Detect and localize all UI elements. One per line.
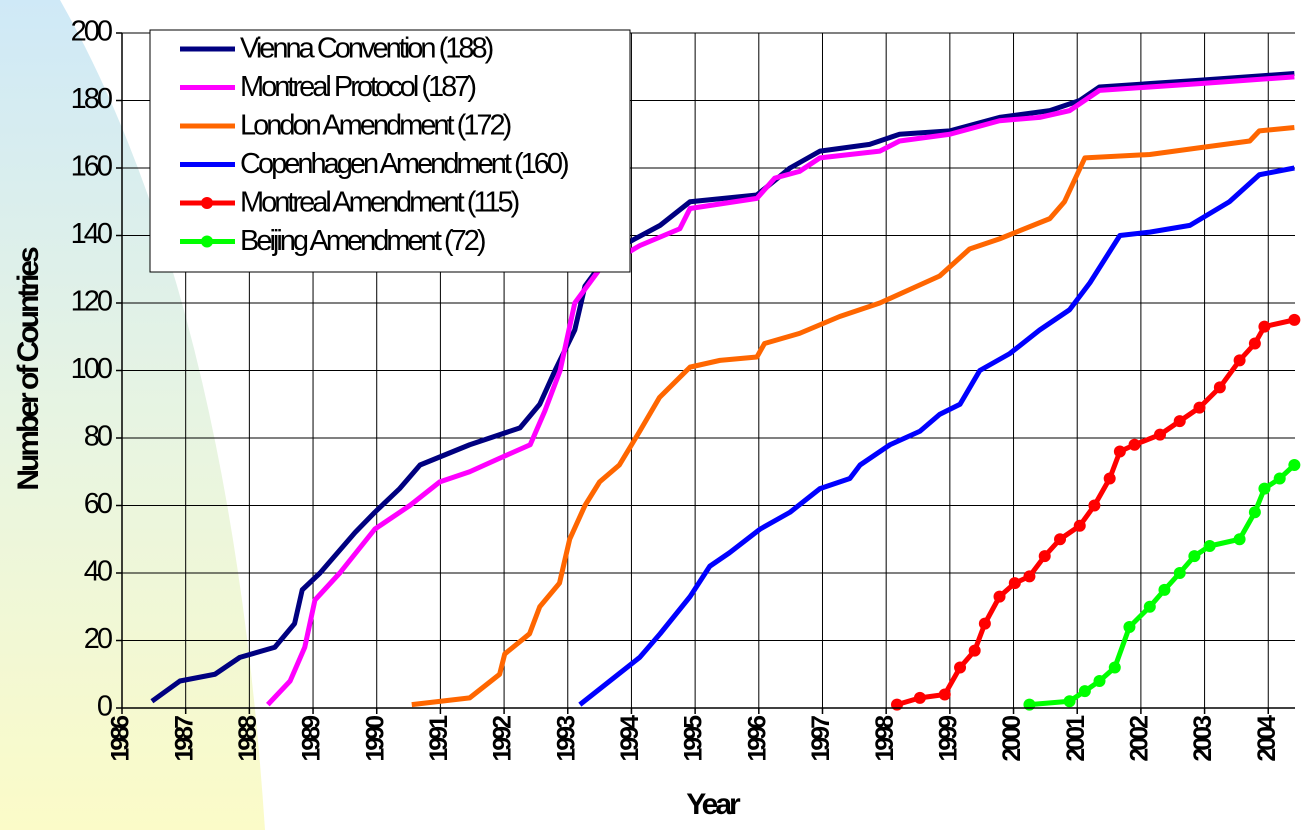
legend-label: Copenhagen Amendment (160) [240,148,568,180]
y-tick-label: 20 [84,623,112,655]
x-tick-label: 1987 [170,716,198,762]
x-tick-label: 1993 [552,716,580,762]
x-tick-label: 1998 [871,715,899,762]
series-marker [1023,698,1036,711]
x-tick-label: 2002 [1126,716,1154,762]
x-tick-label: 1986 [107,716,135,762]
x-tick-label: 2004 [1253,715,1281,762]
x-tick-label: 1991 [425,715,453,762]
background-shape [0,0,265,830]
series-marker [1073,519,1086,532]
y-tick-label: 140 [71,218,112,250]
series-marker [1008,577,1021,590]
series-line [266,74,1295,707]
y-axis-title: Number of Countries [12,247,45,491]
x-tick-label: 1995 [680,715,708,762]
legend-marker [201,197,213,209]
series-marker [1233,354,1246,367]
legend-label: Beijing Amendment (72) [240,225,485,257]
y-tick-label: 80 [84,421,112,453]
x-tick-label: 1988 [234,715,262,762]
x-tick-label: 1999 [934,716,962,762]
x-tick-label: 2003 [1189,716,1217,762]
series-marker [938,688,951,701]
series-marker [1248,506,1261,519]
series-marker [978,617,991,630]
series-marker [1173,415,1186,428]
y-tick-label: 160 [71,151,112,183]
series-line [578,165,1295,707]
x-axis-title: Year [686,788,741,821]
series-marker [993,590,1006,603]
series-marker [968,644,981,657]
series-marker [1288,313,1301,326]
series-marker [890,698,903,711]
series-marker [1213,381,1226,394]
x-tick-label: 2001 [1062,715,1090,762]
legend-marker [201,235,213,248]
y-tick-label: 200 [71,16,112,48]
series-marker [1203,540,1216,552]
series-marker [1233,533,1246,546]
x-tick-label: 1994 [616,715,644,762]
series-marker [1038,550,1051,563]
series-marker [1093,675,1106,687]
legend-label: Vienna Convention (188) [240,33,493,65]
series-marker [954,661,967,674]
series-line [150,71,1295,704]
series-marker [1023,570,1036,583]
series-marker [1143,600,1156,613]
series-marker [1248,337,1261,350]
series-marker [1054,533,1067,546]
x-tick-label: 2000 [998,716,1026,762]
y-tick-label: 40 [84,556,112,588]
y-tick-label: 120 [71,286,112,318]
series-marker [1258,482,1271,495]
series-marker [1108,661,1121,674]
legend-label: London Amendment (172) [240,110,511,142]
legend-label: Montreal Protocol (187) [240,71,475,103]
series-marker [1173,567,1186,579]
x-tick-label: 1996 [743,716,771,762]
y-tick-label: 180 [71,83,112,115]
series-marker [1088,499,1101,512]
x-tick-label: 1992 [489,716,517,762]
series-marker [1153,428,1166,441]
series-marker [1128,438,1141,451]
series-marker [1123,621,1136,633]
series-marker [1078,685,1091,698]
series-marker [1063,695,1076,708]
x-tick-label: 1990 [361,716,389,762]
series-marker [1113,445,1126,458]
series-marker [1158,583,1171,596]
series-marker [1188,550,1201,563]
y-tick-label: 0 [97,691,112,723]
series-marker [1103,472,1116,485]
series-line [896,317,1295,708]
series-marker [1258,320,1271,333]
series-marker [1288,459,1301,471]
series-line [411,125,1295,708]
x-tick-label: 1989 [298,716,326,762]
y-tick-label: 100 [71,353,112,385]
y-tick-label: 60 [84,488,112,520]
series-marker [913,691,926,704]
legend-label: Montreal Amendment (115) [240,187,519,219]
series-marker [1273,472,1286,485]
series-marker [1193,401,1206,414]
series-line [1029,463,1297,708]
legend-box [149,29,631,273]
x-tick-label: 1997 [807,716,835,762]
